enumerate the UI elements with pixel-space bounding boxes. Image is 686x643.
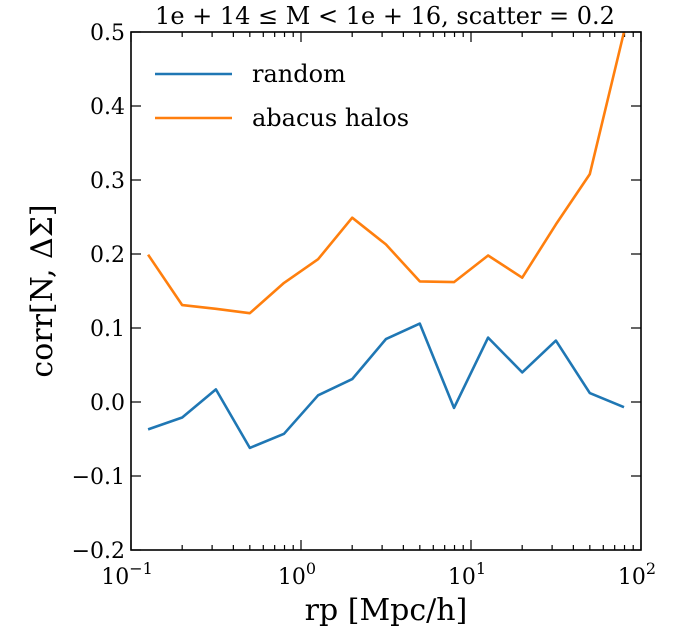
x-tick-label: 102 <box>618 559 656 590</box>
legend: random abacus halos <box>155 60 409 132</box>
legend-label: abacus halos <box>252 104 409 132</box>
series-line-0 <box>147 322 625 450</box>
plot-frame <box>130 31 642 551</box>
series-layer <box>147 31 626 450</box>
x-tick-label: 101 <box>448 559 486 590</box>
x-axis-label: rp [Mpc/h] <box>305 593 468 628</box>
y-tick-label: 0.4 <box>90 95 125 120</box>
y-tick-label: 0.2 <box>90 243 125 268</box>
legend-label: random <box>252 60 346 88</box>
y-tick-label: 0.5 <box>90 21 125 46</box>
x-tick-label: 100 <box>278 559 316 590</box>
y-tick-label: −0.1 <box>72 465 125 490</box>
y-tick-label: 0.1 <box>90 317 125 342</box>
y-tick-label: 0.3 <box>90 169 125 194</box>
y-tick-label: 0.0 <box>90 391 125 416</box>
series-line-1 <box>147 31 626 315</box>
axis-ticks: −0.2 −0.1 0.0 0.1 0.2 0.3 0.4 0.5 10−1 100 101 102 <box>72 21 657 590</box>
y-axis-label: corr[N, ΔΣ] <box>25 204 60 377</box>
y-tick-label: −0.2 <box>72 539 125 564</box>
x-tick-label: 10−1 <box>101 559 153 590</box>
chart-title: 1e + 14 ≤ M < 1e + 16, scatter = 0.2 <box>155 2 615 30</box>
